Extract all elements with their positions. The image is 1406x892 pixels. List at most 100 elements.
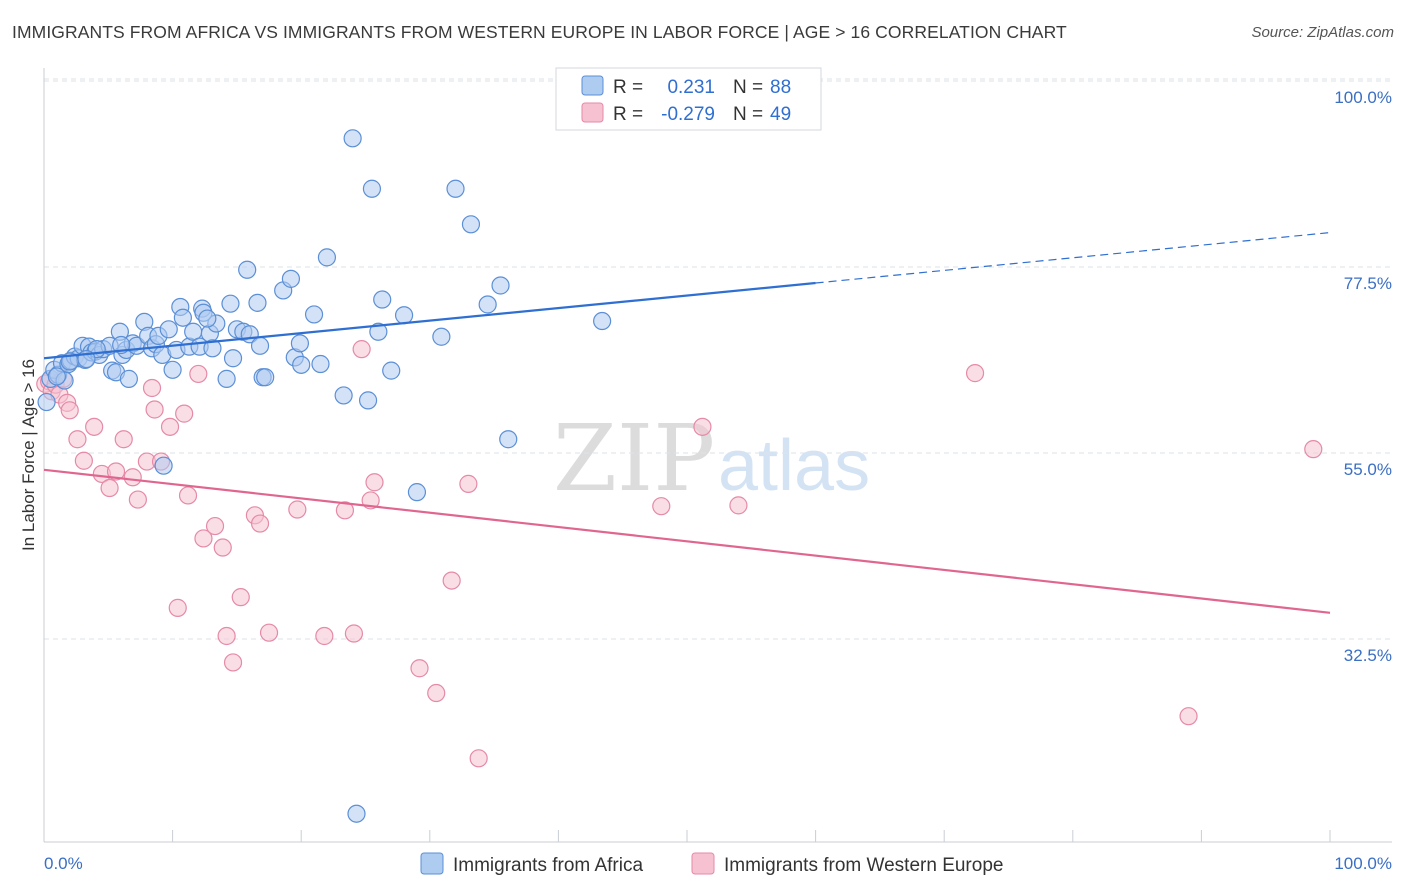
legend-n-value-weurope: 49 <box>770 104 791 125</box>
y-tick-label-1: 55.0% <box>1344 460 1392 479</box>
watermark-zip: ZIP <box>553 405 715 512</box>
africa-point-55 <box>256 368 275 387</box>
legend-r-label-africa: R = <box>613 77 643 98</box>
x-tick-label-min: 0.0% <box>44 854 83 873</box>
bottom-legend-swatch-weurope <box>691 852 715 875</box>
africa-point-74 <box>446 179 465 198</box>
watermark-atlas: atlas <box>718 426 870 506</box>
y-tick-label-0: 32.5% <box>1344 646 1392 665</box>
weurope-point-7 <box>60 401 79 420</box>
trendlines <box>43 231 1331 614</box>
weurope-point-44 <box>442 571 461 590</box>
africa-point-78 <box>499 430 518 449</box>
bottom-legend-label-weurope: Immigrants from Western Europe <box>724 855 1003 876</box>
weurope-point-12 <box>100 478 119 498</box>
chart-title: IMMIGRANTS FROM AFRICA VS IMMIGRANTS FRO… <box>12 22 1067 42</box>
gridlines <box>44 78 1392 640</box>
stats-legend: R = 0.231 N = 88 R = -0.279 N = 49 <box>555 67 822 131</box>
weurope-point-29 <box>217 626 236 646</box>
weurope-point-48 <box>693 417 712 436</box>
trendline-africa-projection <box>815 231 1331 284</box>
africa-point-67 <box>362 179 382 198</box>
weurope-point-9 <box>74 451 93 470</box>
africa-point-80 <box>347 804 366 823</box>
y-tick-label-3: 100.0% <box>1334 88 1392 107</box>
weurope-point-31 <box>231 588 250 607</box>
legend-r-value-weurope: -0.279 <box>661 104 715 125</box>
legend-swatch-weurope <box>581 102 604 123</box>
africa-point-77 <box>491 276 510 295</box>
watermark: ZIP atlas <box>553 405 870 512</box>
weurope-point-42 <box>410 659 429 678</box>
africa-point-33 <box>163 360 182 379</box>
africa-point-36 <box>173 308 192 327</box>
weurope-point-25 <box>189 364 208 384</box>
series-africa-points <box>37 129 612 823</box>
legend-n-label-africa: N = <box>733 77 763 98</box>
weurope-point-49 <box>965 364 985 383</box>
africa-point-86 <box>60 352 79 371</box>
y-axis-label: In Labor Force | Age > 16 <box>19 359 38 551</box>
africa-point-72 <box>407 483 427 502</box>
weurope-point-30 <box>223 653 243 672</box>
weurope-point-16 <box>128 490 147 509</box>
weurope-point-36 <box>315 626 334 646</box>
africa-point-68 <box>369 322 388 341</box>
weurope-point-24 <box>178 486 198 505</box>
africa-point-76 <box>478 295 497 314</box>
weurope-point-38 <box>344 624 364 643</box>
y-tick-labels: 32.5% 55.0% 77.5% 100.0% <box>1334 88 1392 665</box>
legend-r-label-weurope: R = <box>613 104 643 125</box>
weurope-point-15 <box>123 468 142 487</box>
weurope-point-10 <box>85 417 104 436</box>
africa-point-73 <box>432 327 451 346</box>
africa-point-53 <box>250 336 270 355</box>
africa-point-57 <box>281 269 301 288</box>
legend-n-label-weurope: N = <box>733 104 763 125</box>
source-credit: Source: ZipAtlas.com <box>1251 24 1394 41</box>
africa-point-87 <box>198 309 217 328</box>
africa-point-60 <box>292 355 311 374</box>
weurope-point-50 <box>1179 707 1198 726</box>
africa-point-46 <box>221 294 240 313</box>
africa-point-0 <box>37 392 56 412</box>
africa-point-61 <box>304 305 324 324</box>
weurope-point-39 <box>352 340 371 359</box>
africa-point-43 <box>203 339 222 358</box>
africa-point-71 <box>394 306 414 325</box>
x-tick-label-max: 100.0% <box>1334 854 1392 873</box>
africa-point-75 <box>461 215 481 234</box>
weurope-point-35 <box>288 500 307 519</box>
africa-point-79 <box>593 311 612 331</box>
africa-point-47 <box>223 349 243 368</box>
weurope-point-33 <box>250 514 270 533</box>
africa-point-45 <box>217 369 236 388</box>
weurope-point-13 <box>106 462 126 481</box>
africa-point-70 <box>382 361 401 380</box>
weurope-point-22 <box>168 598 187 617</box>
weurope-point-26 <box>194 529 213 548</box>
weurope-point-21 <box>160 417 180 436</box>
trendline-africa <box>43 281 816 360</box>
africa-point-32 <box>159 320 178 339</box>
x-ticks <box>172 830 1331 842</box>
weurope-point-8 <box>68 430 87 449</box>
africa-point-50 <box>238 260 257 279</box>
africa-point-81 <box>154 456 173 475</box>
africa-point-59 <box>290 334 310 353</box>
weurope-point-43 <box>427 683 446 703</box>
weurope-point-23 <box>175 404 194 423</box>
axes <box>43 68 1392 843</box>
weurope-point-19 <box>145 400 164 419</box>
weurope-point-37 <box>335 501 355 520</box>
weurope-point-52 <box>729 496 748 515</box>
weurope-point-47 <box>652 497 671 516</box>
trendline-weurope <box>43 468 1331 614</box>
africa-point-64 <box>334 386 353 405</box>
africa-point-23 <box>119 369 138 388</box>
weurope-point-34 <box>259 623 279 642</box>
weurope-point-51 <box>1304 440 1323 459</box>
series-western-europe-points <box>36 340 1323 768</box>
africa-point-63 <box>317 248 337 267</box>
africa-point-85 <box>47 367 66 386</box>
